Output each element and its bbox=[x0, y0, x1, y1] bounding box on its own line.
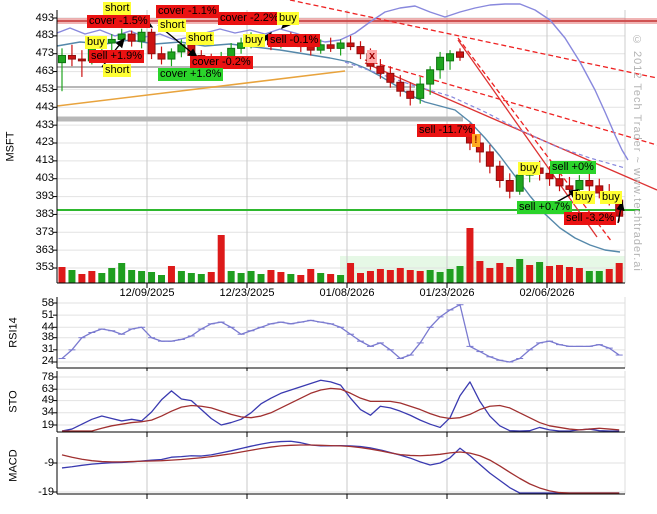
trade-label-: ! bbox=[472, 134, 480, 147]
trade-label-buy: buy bbox=[600, 191, 622, 204]
price-ytick-label: 383 bbox=[35, 207, 54, 220]
date-tick-label: 12/09/2025 bbox=[119, 287, 175, 299]
date-tick-label: 02/06/2026 bbox=[519, 287, 575, 299]
trade-label-cover-02%: cover -0.2% bbox=[190, 56, 253, 69]
trade-label-sell+19%: sell +1.9% bbox=[89, 50, 145, 63]
panel-title-macd: MACD bbox=[7, 449, 20, 482]
trade-label-cover-11%: cover -1.1% bbox=[156, 5, 219, 18]
trade-label-short: short bbox=[158, 19, 187, 32]
macd-ytick-label: -19 bbox=[38, 485, 54, 498]
trade-label-cover+18%: cover +1.8% bbox=[158, 68, 224, 81]
date-tick-label: 01/08/2026 bbox=[319, 287, 375, 299]
trade-label-sell+0%: sell +0% bbox=[550, 161, 596, 174]
rsi-ytick-label: 38 bbox=[41, 331, 54, 344]
price-ytick-label: 483 bbox=[35, 29, 54, 42]
trade-label-sell-01%: sell -0.1% bbox=[268, 34, 321, 47]
trade-label-buy: buy bbox=[243, 34, 265, 47]
price-ytick-label: 443 bbox=[35, 100, 54, 113]
date-tick-label: 01/23/2026 bbox=[419, 287, 475, 299]
price-ytick-label: 463 bbox=[35, 65, 54, 78]
trade-label-short: short bbox=[186, 32, 215, 45]
price-ytick-label: 353 bbox=[35, 261, 54, 274]
price-ytick-label: 413 bbox=[35, 154, 54, 167]
rsi-ytick-label: 51 bbox=[41, 308, 54, 321]
trade-label-cover-15%: cover -1.5% bbox=[87, 15, 150, 28]
trade-label-x: x bbox=[367, 50, 378, 63]
trade-label-cover-22%: cover -2.2% bbox=[218, 12, 281, 25]
price-ytick-label: 393 bbox=[35, 190, 54, 203]
sto-ytick-label: 49 bbox=[41, 394, 54, 407]
watermark-copyright: © 2012 Tech Trader ~ www.techtrader.ai bbox=[631, 34, 643, 272]
trade-label-short: short bbox=[103, 2, 132, 15]
trade-label-buy: buy bbox=[573, 191, 595, 204]
price-ytick-label: 423 bbox=[35, 136, 54, 149]
price-ytick-label: 453 bbox=[35, 82, 54, 95]
trade-label-sell-32%: sell -3.2% bbox=[564, 212, 617, 225]
macd-ytick-label: -9 bbox=[44, 456, 54, 469]
trade-label-short: short bbox=[103, 64, 132, 77]
price-ytick-label: 363 bbox=[35, 243, 54, 256]
price-ytick-label: 493 bbox=[35, 11, 54, 24]
price-ytick-label: 433 bbox=[35, 118, 54, 131]
date-tick-label: 12/23/2025 bbox=[219, 287, 275, 299]
trade-label-buy: buy bbox=[277, 12, 299, 25]
trade-label-sell-117%: sell -11.7% bbox=[417, 124, 475, 137]
rsi-ytick-label: 44 bbox=[41, 320, 54, 333]
rsi-ytick-label: 31 bbox=[41, 343, 54, 356]
trade-label-buy: buy bbox=[518, 162, 540, 175]
price-ytick-label: 473 bbox=[35, 47, 54, 60]
trade-label-sell+07%: sell +0.7% bbox=[517, 201, 573, 214]
sto-ytick-label: 78 bbox=[41, 370, 54, 383]
panel-title-msft: MSFT bbox=[4, 131, 17, 162]
panel-title-rsi14: RSI14 bbox=[7, 317, 20, 348]
price-ytick-label: 403 bbox=[35, 172, 54, 185]
sto-ytick-label: 19 bbox=[41, 418, 54, 431]
sto-ytick-label: 63 bbox=[41, 382, 54, 395]
sto-ytick-label: 34 bbox=[41, 406, 54, 419]
rsi-ytick-label: 24 bbox=[41, 355, 54, 368]
panel-title-sto: STO bbox=[7, 390, 20, 413]
price-ytick-label: 373 bbox=[35, 225, 54, 238]
rsi-ytick-label: 58 bbox=[41, 296, 54, 309]
trade-label-buy: buy bbox=[85, 36, 107, 49]
